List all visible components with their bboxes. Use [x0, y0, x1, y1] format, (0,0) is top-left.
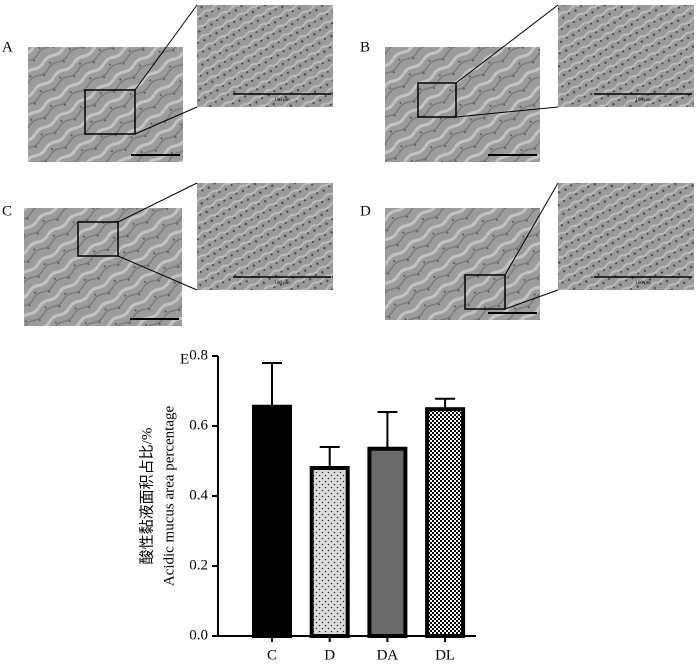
y-axis-label: Acidic mucus area percentage [161, 406, 177, 587]
bar [367, 446, 408, 638]
x-tick-label: C [267, 647, 277, 663]
zoom-line [117, 255, 198, 291]
micrograph [28, 47, 183, 162]
micrograph-inset [558, 183, 694, 290]
micrograph-inset [197, 5, 333, 107]
bar [309, 466, 350, 638]
bar [252, 404, 292, 638]
zoom-line [134, 106, 198, 135]
zoom-line [455, 106, 559, 118]
scale-text: 100 μm [635, 98, 650, 103]
bar [425, 407, 466, 639]
y-axis-label: 酸性黏液面积占比/% [138, 428, 155, 565]
zoom-box [464, 274, 506, 310]
zoom-line [504, 182, 559, 276]
panel-label: C [2, 203, 12, 219]
panel-label: D [360, 203, 371, 219]
panel-label: E [180, 351, 189, 367]
x-tick-label: D [324, 647, 335, 663]
y-tick-label: 0.8 [189, 347, 208, 363]
micrograph [385, 47, 540, 162]
zoom-box [417, 82, 457, 118]
scale-text: 100 μm [274, 281, 289, 286]
x-tick-label: DA [377, 647, 399, 663]
zoom-line [117, 182, 198, 223]
y-tick-label: 0.2 [189, 557, 208, 573]
y-tick-label: 0.0 [189, 627, 208, 643]
zoom-line [455, 4, 559, 84]
micrograph [24, 208, 182, 326]
zoom-box [77, 221, 119, 257]
y-tick-label: 0.4 [189, 487, 208, 503]
scale-text: 100 μm [635, 281, 650, 286]
micrograph [385, 208, 540, 320]
y-tick-label: 0.6 [189, 417, 208, 433]
zoom-line [504, 289, 559, 310]
micrograph-inset [197, 183, 333, 290]
panel-label: A [2, 39, 13, 55]
panel-label: B [360, 39, 370, 55]
x-tick-label: DL [435, 647, 455, 663]
micrograph-inset [558, 5, 694, 107]
zoom-line [134, 4, 198, 91]
zoom-box [84, 89, 136, 135]
scale-text: 100 μm [274, 98, 289, 103]
